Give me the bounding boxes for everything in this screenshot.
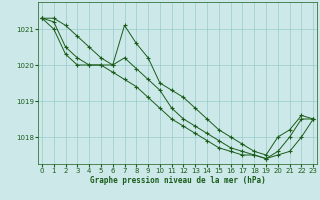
X-axis label: Graphe pression niveau de la mer (hPa): Graphe pression niveau de la mer (hPa) [90,176,266,185]
